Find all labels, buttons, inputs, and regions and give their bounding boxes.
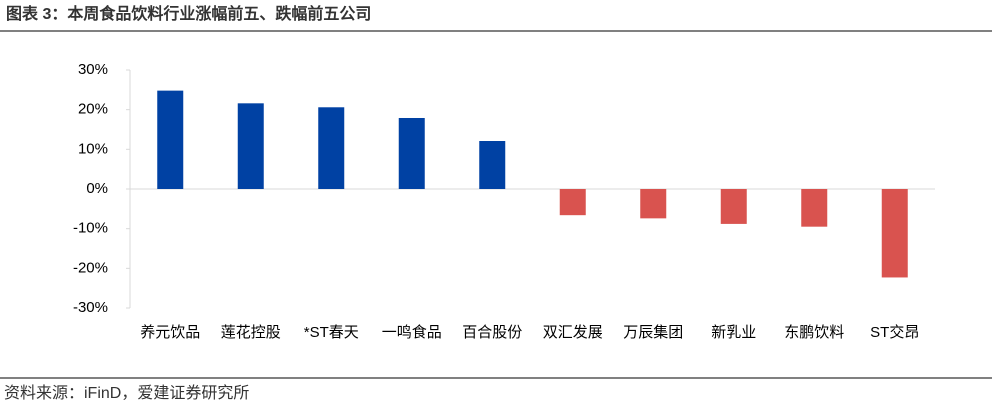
bar: [720, 189, 747, 224]
x-tick-label: 双汇发展: [543, 324, 603, 341]
y-tick-label: 0%: [86, 180, 108, 197]
bar: [881, 189, 908, 278]
x-tick-label: 新乳业: [711, 324, 756, 341]
bar: [157, 90, 184, 189]
x-tick-label: ST交昂: [870, 323, 919, 341]
bar: [318, 107, 345, 189]
y-tick-label: 10%: [78, 140, 108, 157]
y-tick-label: 20%: [78, 101, 108, 118]
x-tick-label: *ST春天: [304, 324, 359, 341]
chart-title: 图表 3：本周食品饮料行业涨幅前五、跌幅前五公司: [6, 4, 371, 23]
x-tick-label: 一鸣食品: [382, 324, 442, 341]
bar: [801, 189, 828, 227]
y-tick-label: -30%: [73, 299, 108, 316]
y-tick-label: -20%: [73, 259, 108, 276]
x-tick-label: 万辰集团: [623, 324, 683, 341]
x-tick-label: 百合股份: [462, 324, 522, 341]
y-tick-label: 30%: [78, 61, 108, 78]
bar: [398, 117, 425, 189]
bar: [640, 189, 667, 219]
bar: [479, 141, 506, 189]
x-tick-label: 东鹏饮料: [784, 324, 844, 341]
source-note: 资料来源：iFinD，爱建证券研究所: [4, 384, 249, 402]
x-tick-label: 莲花控股: [221, 324, 281, 341]
bar: [237, 103, 264, 189]
x-tick-label: 养元饮品: [140, 324, 200, 341]
y-tick-label: -10%: [73, 220, 108, 237]
bar: [559, 189, 586, 216]
